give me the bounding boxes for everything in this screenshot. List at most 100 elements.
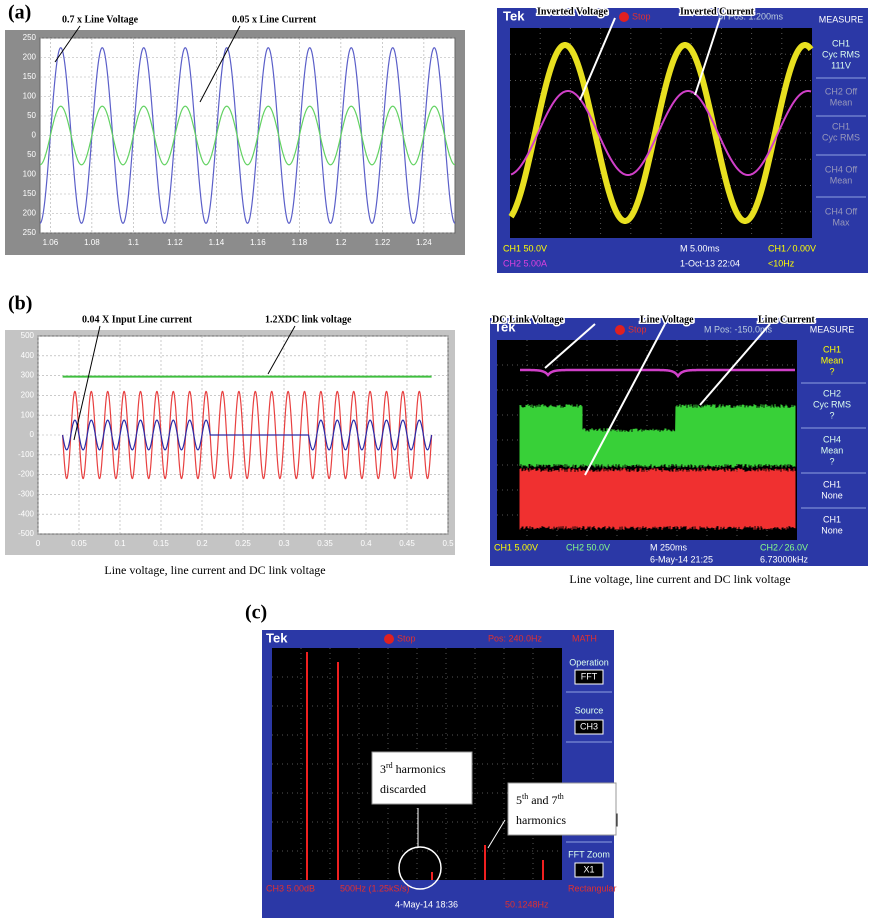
side-readout: CH4 Off [825,164,858,174]
x-tick-label: 0.45 [399,539,415,548]
y-tick-label: 100 [23,92,37,101]
side-readout: CH3 [580,721,598,731]
x-tick-label: 1.14 [209,238,225,247]
stop-indicator [384,634,394,644]
side-readout: Source [575,705,604,715]
x-tick-label: 1.16 [250,238,266,247]
bottom-readout: CH3 5.00dB [266,883,315,893]
side-readout: None [821,525,843,535]
side-readout: Operation [569,657,609,667]
x-tick-label: 0.15 [153,539,169,548]
x-tick-label: 0.5 [442,539,454,548]
top-readout: Tek [266,630,288,645]
x-tick-label: 0.3 [278,539,290,548]
annotation: 1.2XDC link voltage [265,314,352,325]
x-tick-label: 1.06 [43,238,59,247]
y-tick-label: 50 [27,111,36,120]
figure: (a) (b) (c) Line voltage, line current a… [0,0,873,919]
x-tick-label: 0.35 [317,539,333,548]
callout-box [372,752,472,804]
annotation: Inverted Voltage [537,6,608,17]
y-tick-label: 150 [23,72,37,81]
bottom-readout: 1-Oct-13 22:04 [680,258,740,268]
side-readout: Max [832,217,850,227]
y-tick-label: 200 [23,209,37,218]
y-tick-label: 0 [32,131,37,140]
side-readout: CH2 Off [825,86,858,96]
callout-text: discarded [380,782,426,796]
y-tick-label: 200 [23,53,37,62]
side-readout: Cyc RMS [813,399,851,409]
top-readout: Stop [397,633,416,643]
bottom-readout: 4-May-14 18:36 [395,899,458,909]
side-readout: Cyc RMS [822,49,860,59]
y-tick-label: -500 [18,529,35,538]
side-readout: ? [829,456,834,466]
panel-label: (c) [245,602,267,624]
trace-line-voltage [520,468,795,530]
bottom-readout: 50.1248Hz [505,899,549,909]
side-readout: CH2 [823,388,841,398]
x-tick-label: 1.1 [128,238,140,247]
callout-box [508,783,616,835]
caption: Line voltage, line current and DC link v… [569,572,790,586]
y-tick-label: -400 [18,509,35,518]
top-readout: Tek [503,8,525,23]
y-tick-label: 200 [21,391,35,400]
side-readout: Mean [830,97,853,107]
bottom-readout: CH1 ∕ 0.00V [768,243,816,253]
side-readout: CH1 [832,38,850,48]
x-tick-label: 0.1 [114,539,126,548]
side-readout: ? [829,410,834,420]
bottom-readout: Rectangular [568,883,617,893]
top-readout: Pos: 240.0Hz [488,633,543,643]
side-readout: Cyc RMS [822,132,860,142]
x-tick-label: 0.2 [196,539,208,548]
bottom-readout: M 5.00ms [680,243,720,253]
x-tick-label: 1.08 [84,238,100,247]
callout-part: rd [386,761,393,770]
side-readout: CH4 Off [825,206,858,216]
side-readout: FFT Zoom [568,849,610,859]
annotation: Inverted Current [680,6,755,17]
bottom-readout: CH2 5.00A [503,258,547,268]
y-tick-label: 250 [23,33,37,42]
stop-indicator [619,12,629,22]
side-readout: ? [829,366,834,376]
x-tick-label: 1.2 [335,238,347,247]
x-tick-label: 0.05 [71,539,87,548]
x-tick-label: 1.22 [375,238,391,247]
y-tick-label: 250 [23,228,37,237]
side-readout: Mean [821,355,844,365]
y-tick-label: 0 [30,430,35,439]
y-tick-label: 150 [23,189,37,198]
x-tick-label: 1.18 [292,238,308,247]
callout-part: harmonics [393,762,446,776]
bottom-readout: 500Hz (1.25kS/s) [340,883,410,893]
side-readout: CH4 [823,434,841,444]
side-readout: X1 [583,864,594,874]
annotation: 0.7 x Line Voltage [62,14,139,25]
side-readout: CH1 [823,479,841,489]
y-tick-label: 100 [21,410,35,419]
bottom-readout: CH1 50.0V [503,243,547,253]
side-readout: MEASURE [810,324,855,334]
annotation: 0.05 x Line Current [232,14,317,25]
y-tick-label: 400 [21,351,35,360]
top-readout: MATH [572,633,597,643]
side-readout: MEASURE [819,14,864,24]
side-readout: CH1 [832,121,850,131]
side-readout: Mean [821,445,844,455]
bottom-readout: 6.73000kHz [760,554,809,564]
x-tick-label: 0.4 [360,539,372,548]
bottom-readout: CH2 50.0V [566,542,610,552]
x-tick-label: 1.24 [416,238,432,247]
side-readout: FFT [581,671,598,681]
x-tick-label: 1.12 [167,238,183,247]
caption: Line voltage, line current and DC link v… [104,563,325,577]
annotation: Line Current [758,314,815,325]
side-readout: None [821,490,843,500]
panel-label: (a) [8,2,31,24]
top-readout: Stop [628,324,647,334]
side-readout: Mean [830,175,853,185]
